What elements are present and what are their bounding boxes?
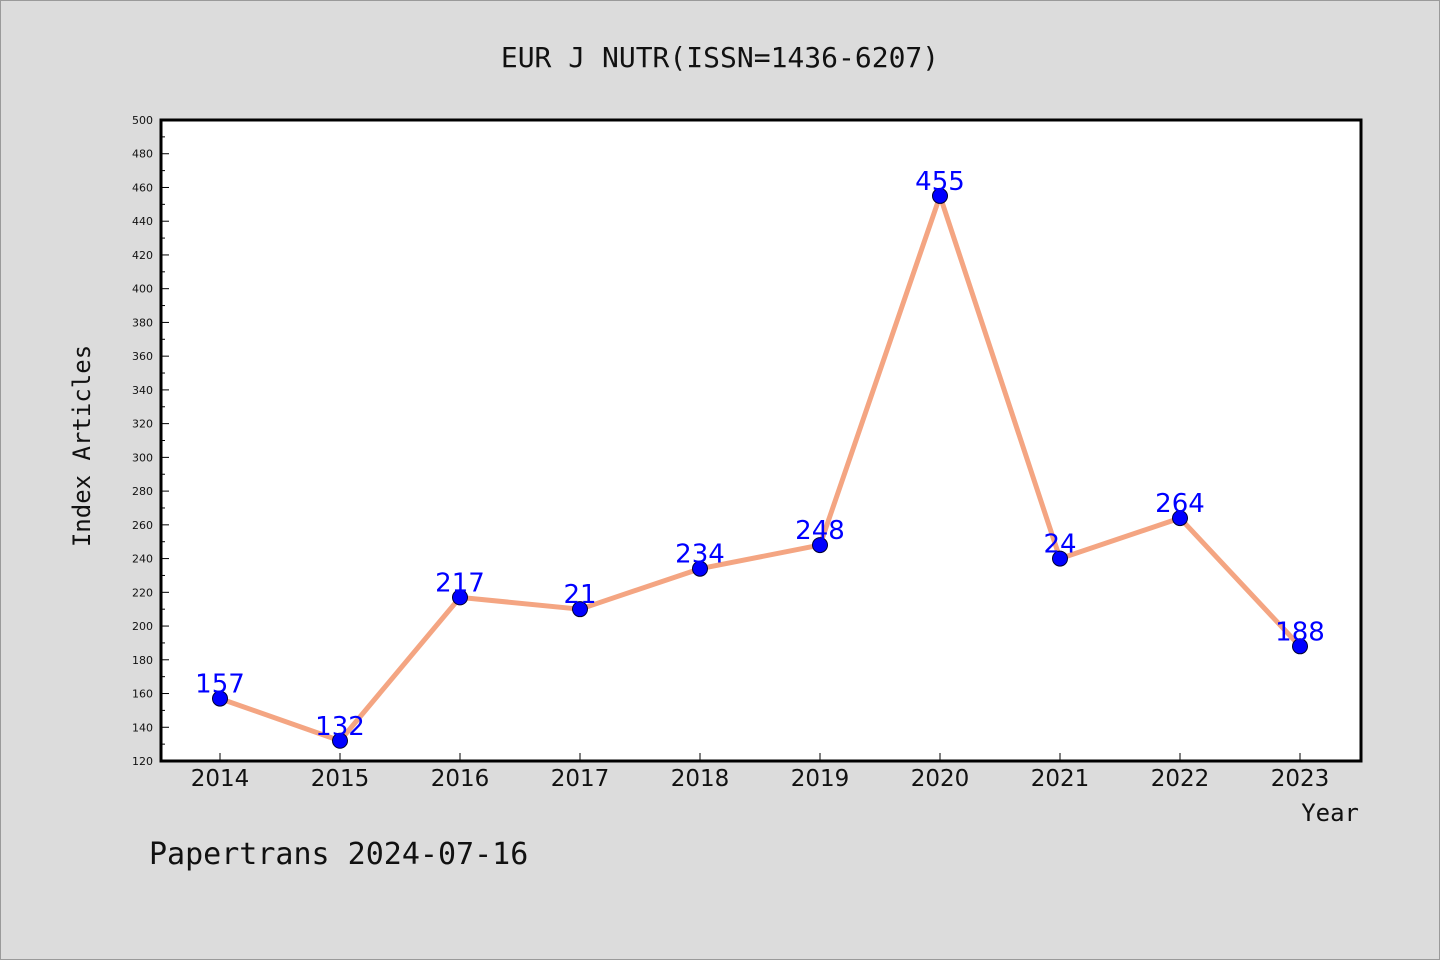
y-tick-label: 440 (132, 215, 153, 228)
data-label: 264 (1155, 489, 1205, 519)
chart-title: EUR J NUTR(ISSN=1436-6207) (501, 41, 939, 74)
x-axis: 2014 2015 2016 2017 2018 2019 2020 2021 2022 2023 (191, 753, 1330, 792)
y-tick-label: 480 (132, 148, 153, 161)
y-tick-label: 140 (132, 721, 153, 734)
y-axis: 120 140 160 180 200 220 240 260 280 300 320 340 360 3… (132, 114, 169, 768)
y-tick-label: 220 (132, 586, 153, 599)
x-tick-label: 2020 (911, 766, 970, 792)
x-tick-label: 2023 (1271, 766, 1330, 792)
data-point (692, 560, 708, 577)
y-tick-label: 160 (132, 688, 153, 701)
y-tick-label: 500 (132, 114, 153, 127)
y-tick-label: 240 (132, 553, 153, 566)
y-tick-label: 380 (132, 316, 153, 329)
series-line-group (217, 193, 1303, 744)
x-tick-label: 2014 (191, 766, 250, 792)
data-point (932, 187, 948, 204)
data-label: 217 (435, 568, 485, 598)
series-line (217, 193, 1303, 744)
y-tick-label: 200 (132, 620, 153, 633)
x-tick-label: 2016 (431, 766, 490, 792)
y-tick-label: 360 (132, 350, 153, 363)
data-point (572, 601, 588, 618)
data-label: 21 (563, 580, 596, 610)
x-tick-label: 2022 (1151, 766, 1210, 792)
data-label: 132 (315, 712, 365, 742)
data-label: 24 (1043, 530, 1076, 560)
y-tick-label: 460 (132, 181, 153, 194)
data-point (1292, 638, 1308, 655)
y-tick-label: 180 (132, 654, 153, 667)
x-tick-label: 2017 (551, 766, 610, 792)
plot-area (159, 118, 1363, 763)
y-tick-label: 400 (132, 283, 153, 296)
data-point (212, 690, 228, 707)
x-tick-label: 2015 (311, 766, 370, 792)
y-tick-label: 320 (132, 418, 153, 431)
x-tick-label: 2019 (791, 766, 850, 792)
y-tick-label: 260 (132, 519, 153, 532)
footer-text: Papertrans 2024-07-16 (149, 837, 528, 872)
data-labels: 157 132 217 21 234 248 455 24 264 188 (195, 167, 1325, 742)
data-point (1172, 510, 1188, 527)
data-label: 188 (1275, 617, 1325, 647)
data-markers (212, 187, 1308, 749)
data-label: 157 (195, 670, 245, 700)
x-tick-label: 2018 (671, 766, 730, 792)
x-tick-label: 2021 (1031, 766, 1090, 792)
y-tick-label: 340 (132, 384, 153, 397)
x-axis-label: Year (1301, 799, 1359, 827)
data-point (1052, 550, 1068, 567)
y-axis-label: Index Articles (68, 345, 96, 547)
data-label: 248 (795, 516, 845, 546)
data-point (452, 589, 468, 606)
data-point (812, 537, 828, 554)
y-tick-label: 120 (132, 755, 153, 768)
data-label: 234 (675, 540, 725, 570)
y-tick-label: 300 (132, 451, 153, 464)
data-label: 455 (915, 167, 965, 197)
y-tick-label: 420 (132, 249, 153, 262)
data-point (332, 732, 348, 749)
y-tick-label: 280 (132, 485, 153, 498)
